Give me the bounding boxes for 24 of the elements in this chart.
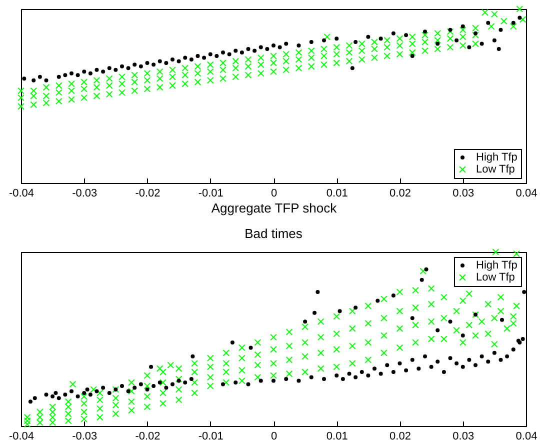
x-tick-label: 0 <box>270 430 278 442</box>
x-tick-label: 0.04 <box>516 188 538 200</box>
chart-title: Bad times <box>244 226 303 242</box>
x-tick-label: -0.02 <box>135 430 160 442</box>
x-tick-label: 0.02 <box>390 188 411 200</box>
x-tick-label: -0.04 <box>8 188 34 200</box>
x-tick-label: 0.01 <box>326 188 348 200</box>
x-tick-label: 0.02 <box>390 430 411 442</box>
x-tick-label: 0.03 <box>452 188 474 200</box>
x-tick-label: 0.01 <box>326 430 348 442</box>
x-tick-label: -0.02 <box>135 188 160 200</box>
legend-label: Low Tfp <box>476 164 515 176</box>
x-tick-label: -0.01 <box>198 430 224 442</box>
x-tick-label: -0.03 <box>72 430 98 442</box>
x-tick-label: -0.03 <box>72 188 98 200</box>
x-tick-label: -0.04 <box>8 430 34 442</box>
x-tick-label: 0.03 <box>452 430 474 442</box>
legend-label: Low Tfp <box>476 272 515 284</box>
legend-label: High Tfp <box>476 260 518 272</box>
x-axis-title: Aggregate TFP shock <box>211 200 338 216</box>
x-tick-label: 0 <box>270 188 278 200</box>
legend-label: High Tfp <box>476 152 518 164</box>
x-tick-label: 0.04 <box>516 430 538 442</box>
x-tick-label: -0.01 <box>198 188 224 200</box>
